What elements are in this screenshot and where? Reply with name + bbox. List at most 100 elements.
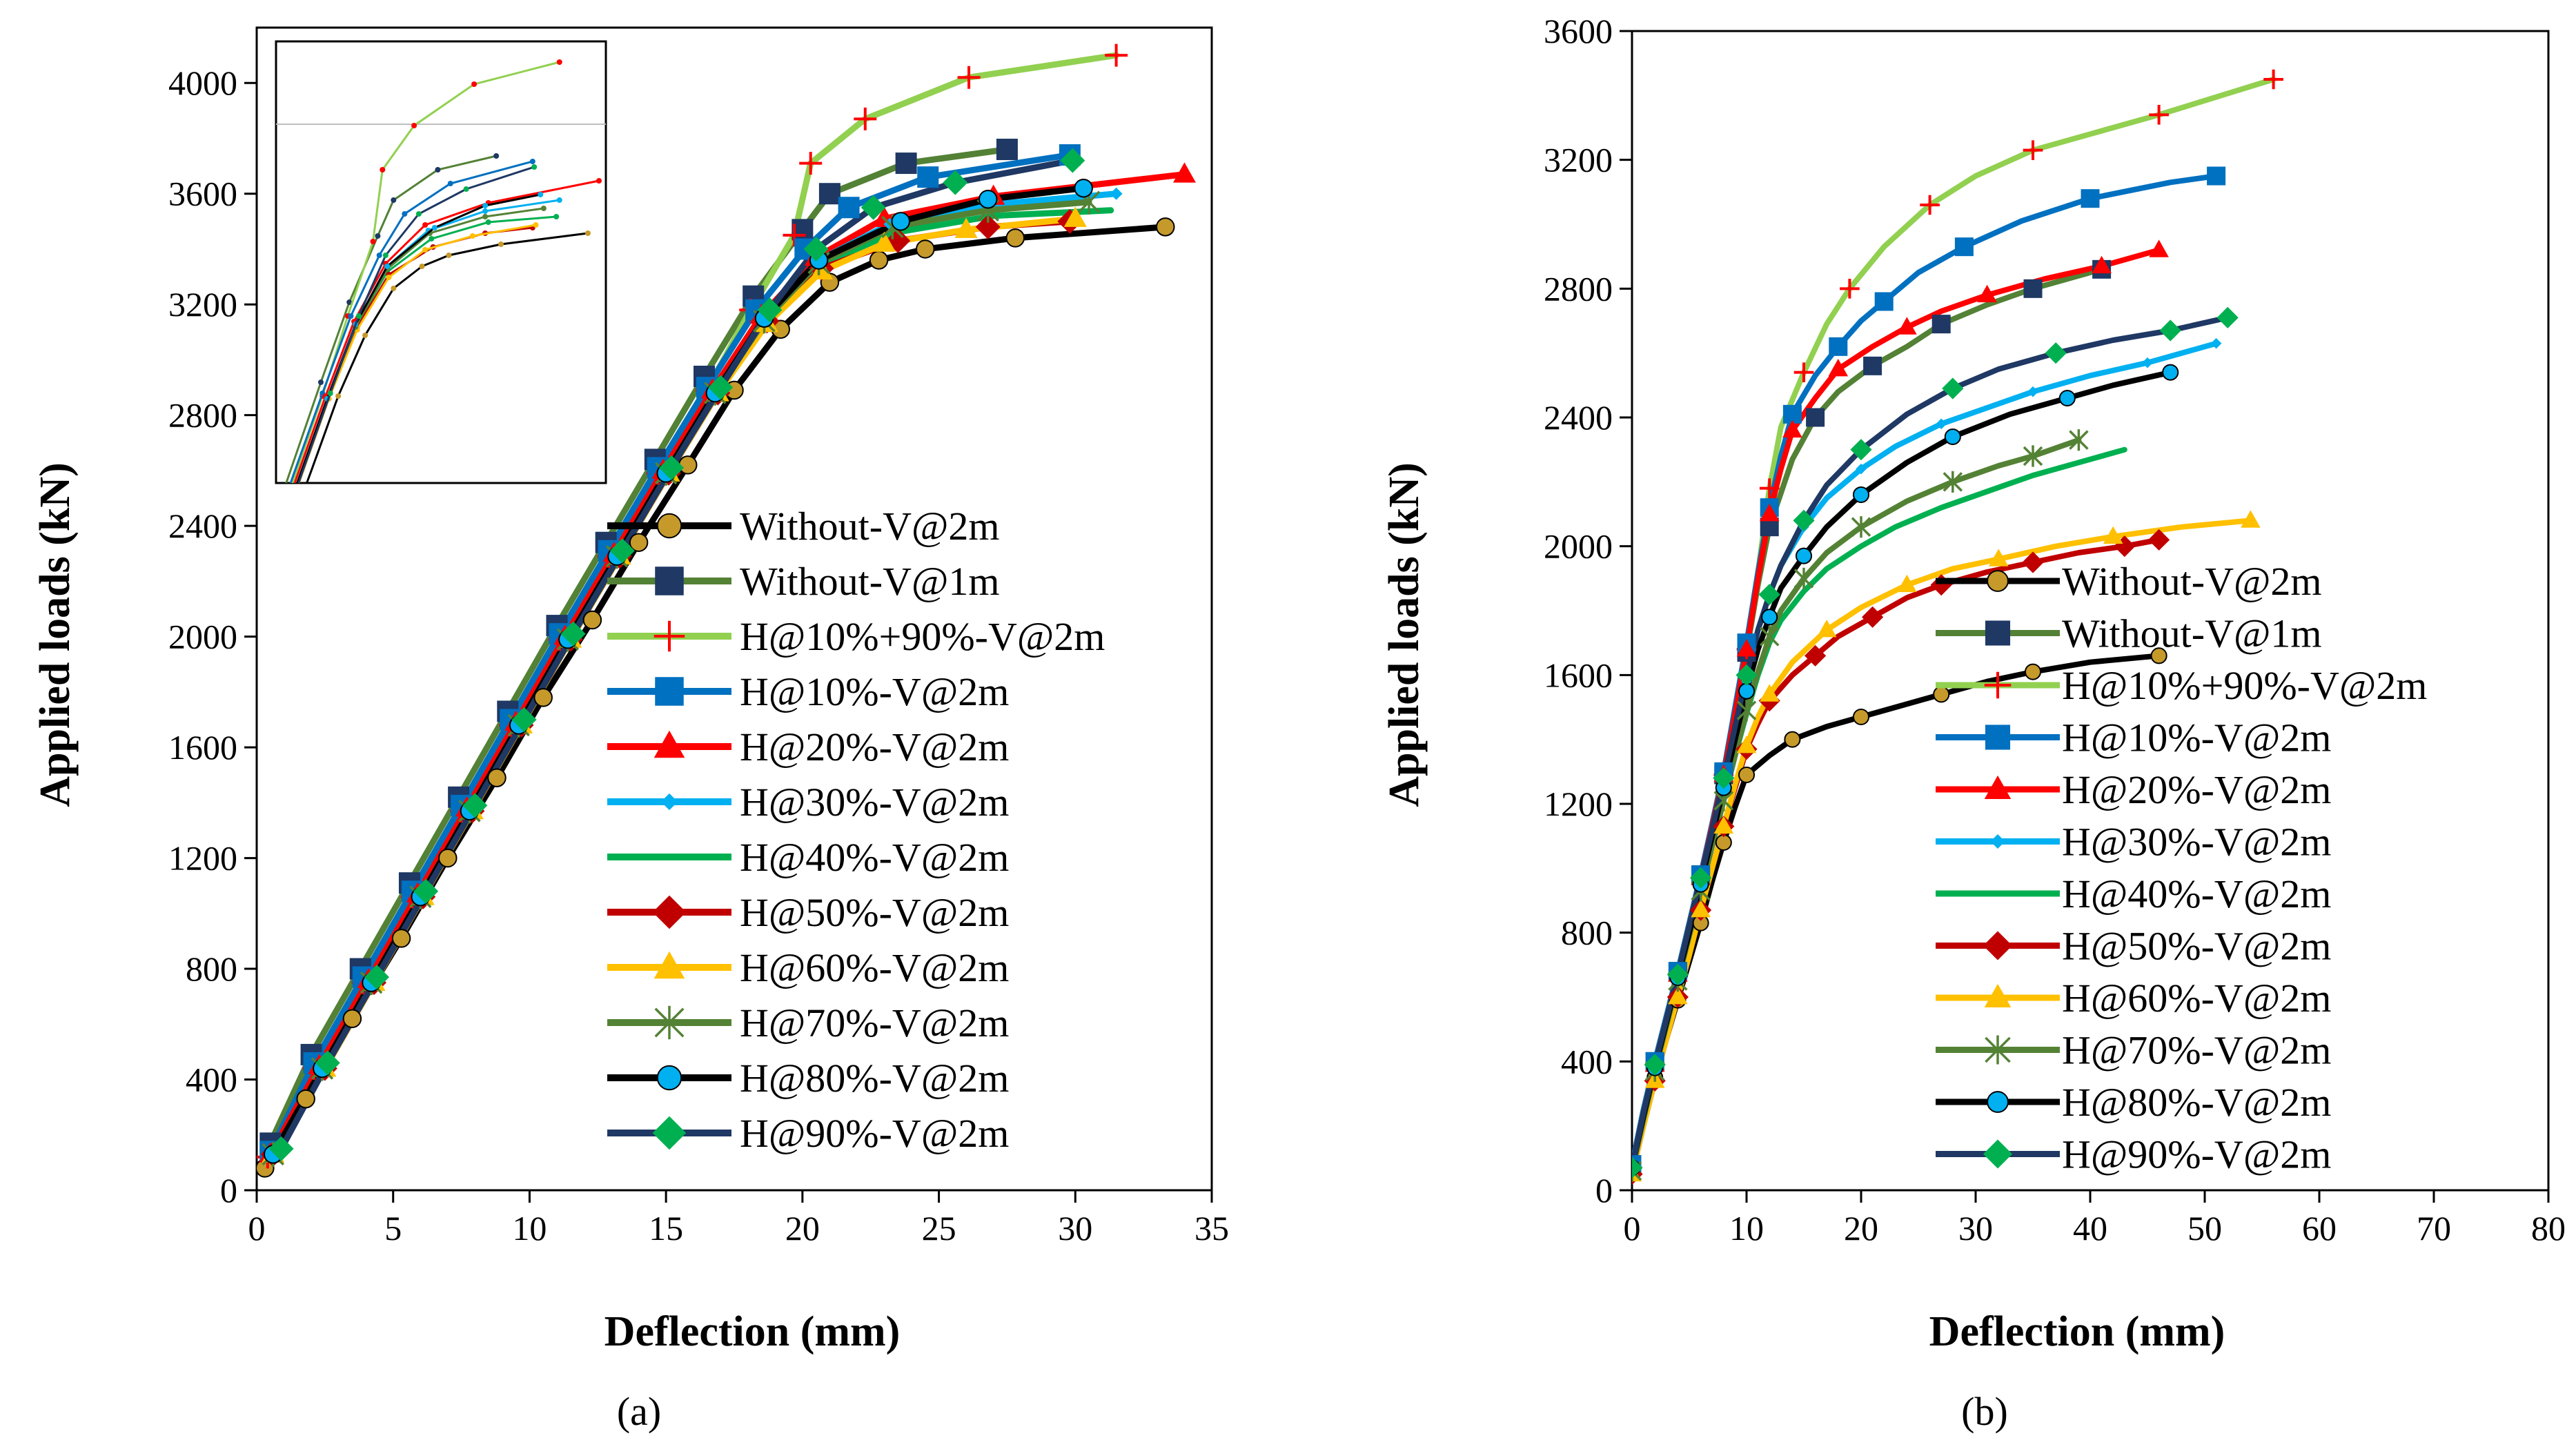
inset-data-point [375, 233, 381, 239]
data-point [1920, 195, 1940, 215]
inset-data-point [419, 264, 425, 269]
inset-data-point [498, 241, 504, 247]
inset-series-line [293, 179, 600, 483]
inset-data-point [376, 253, 382, 258]
data-point [1691, 900, 1711, 918]
legend-label: H@10%+90%-V@2m [2062, 663, 2427, 708]
legend-marker [1985, 620, 2011, 646]
inset-data-point [538, 192, 544, 197]
legend-label: H@20%-V@2m [2062, 767, 2331, 812]
legend-marker [654, 1005, 685, 1040]
inset-series-line [305, 232, 589, 483]
data-point [533, 688, 553, 707]
legend-marker [1987, 1091, 2009, 1113]
y-tick-label: 400 [186, 1061, 237, 1099]
data-point [1856, 463, 1867, 475]
data-point [957, 66, 981, 89]
panel-b-x-axis-label: Deflection (mm) [1929, 1308, 2225, 1355]
data-point [582, 610, 602, 630]
data-point [1829, 337, 1848, 356]
data-point [2024, 663, 2042, 680]
y-tick-label: 2400 [168, 506, 237, 545]
x-tick-label: 15 [649, 1209, 683, 1248]
x-tick-label: 20 [1844, 1209, 1878, 1248]
legend-label: H@70%-V@2m [740, 1000, 1009, 1045]
data-point [1063, 206, 1087, 227]
inset-data-point [355, 313, 362, 319]
y-tick-label: 400 [1561, 1042, 1613, 1081]
data-point [2148, 529, 2170, 551]
inset-data-point [553, 214, 560, 219]
legend-marker [652, 895, 687, 929]
inset-data-point [348, 313, 354, 319]
legend-marker [1984, 671, 2012, 699]
legend-label: H@40%-V@2m [740, 835, 1009, 880]
legend-label: H@50%-V@2m [740, 890, 1009, 935]
panel-a-plot-frame [255, 26, 1213, 1192]
x-tick-label: 40 [2073, 1209, 2107, 1248]
legend-label: H@70%-V@2m [2062, 1028, 2331, 1073]
data-point [2081, 189, 2100, 208]
inset-series-line [296, 207, 544, 483]
legend-label: H@60%-V@2m [2062, 976, 2331, 1021]
y-tick-label: 800 [186, 949, 237, 988]
inset-data-point [485, 219, 491, 225]
y-tick-label: 4000 [168, 63, 237, 102]
data-point [2207, 166, 2226, 186]
inset-data-point [482, 214, 489, 219]
data-point [1172, 162, 1196, 183]
inset-data-point [531, 164, 538, 170]
inset-series-line [297, 224, 536, 483]
data-point [1942, 377, 1964, 400]
data-point [2058, 389, 2076, 407]
inset-data-point [384, 264, 391, 269]
legend-label: H@80%-V@2m [740, 1056, 1009, 1101]
legend-marker [653, 730, 685, 758]
data-point [2216, 306, 2239, 328]
data-point [2210, 337, 2222, 349]
data-point [708, 375, 734, 400]
data-point [1936, 418, 1947, 430]
data-point [2023, 279, 2043, 298]
data-point [1852, 708, 1870, 726]
inset-data-point [556, 197, 562, 203]
data-point [462, 793, 488, 818]
x-tick-label: 30 [1958, 1209, 1993, 1248]
y-tick-label: 3600 [1544, 12, 1613, 50]
inset-data-point [482, 203, 489, 208]
data-point [487, 768, 507, 787]
y-tick-label: 0 [1595, 1171, 1613, 1210]
data-point [2263, 69, 2283, 90]
data-point [2045, 342, 2067, 364]
data-point [2241, 510, 2261, 528]
data-point [1828, 359, 1849, 377]
series-line [1632, 518, 2254, 1177]
inset-data-point [471, 81, 478, 87]
legend-marker [1987, 570, 2009, 592]
x-tick-label: 50 [2187, 1209, 2222, 1248]
data-point [869, 250, 889, 270]
legend-label: H@30%-V@2m [2062, 820, 2331, 865]
y-tick-label: 1200 [168, 839, 237, 878]
inset-data-point [447, 181, 453, 186]
legend-label: Without-V@2m [740, 504, 1000, 549]
panel-b-y-axis-label: Applied loads (kN) [1381, 462, 1428, 807]
data-point [1105, 43, 1128, 67]
legend-marker [1984, 983, 2012, 1008]
x-tick-label: 30 [1058, 1209, 1092, 1248]
x-tick-label: 35 [1194, 1209, 1229, 1248]
data-point [895, 152, 917, 175]
panel-a-series [257, 43, 1196, 1178]
inset-data-point [469, 233, 475, 239]
inset-data-point [446, 253, 452, 258]
data-point [1862, 606, 1884, 628]
data-point [783, 224, 806, 247]
inset-data-point [335, 393, 342, 399]
data-point [1805, 644, 1827, 667]
panel-a-x-axis-label: Deflection (mm) [604, 1308, 901, 1355]
panel-a-inset [275, 40, 607, 484]
legend-marker [1984, 775, 2012, 800]
data-point [2149, 239, 2169, 257]
data-point [954, 217, 978, 238]
data-point [943, 170, 968, 195]
